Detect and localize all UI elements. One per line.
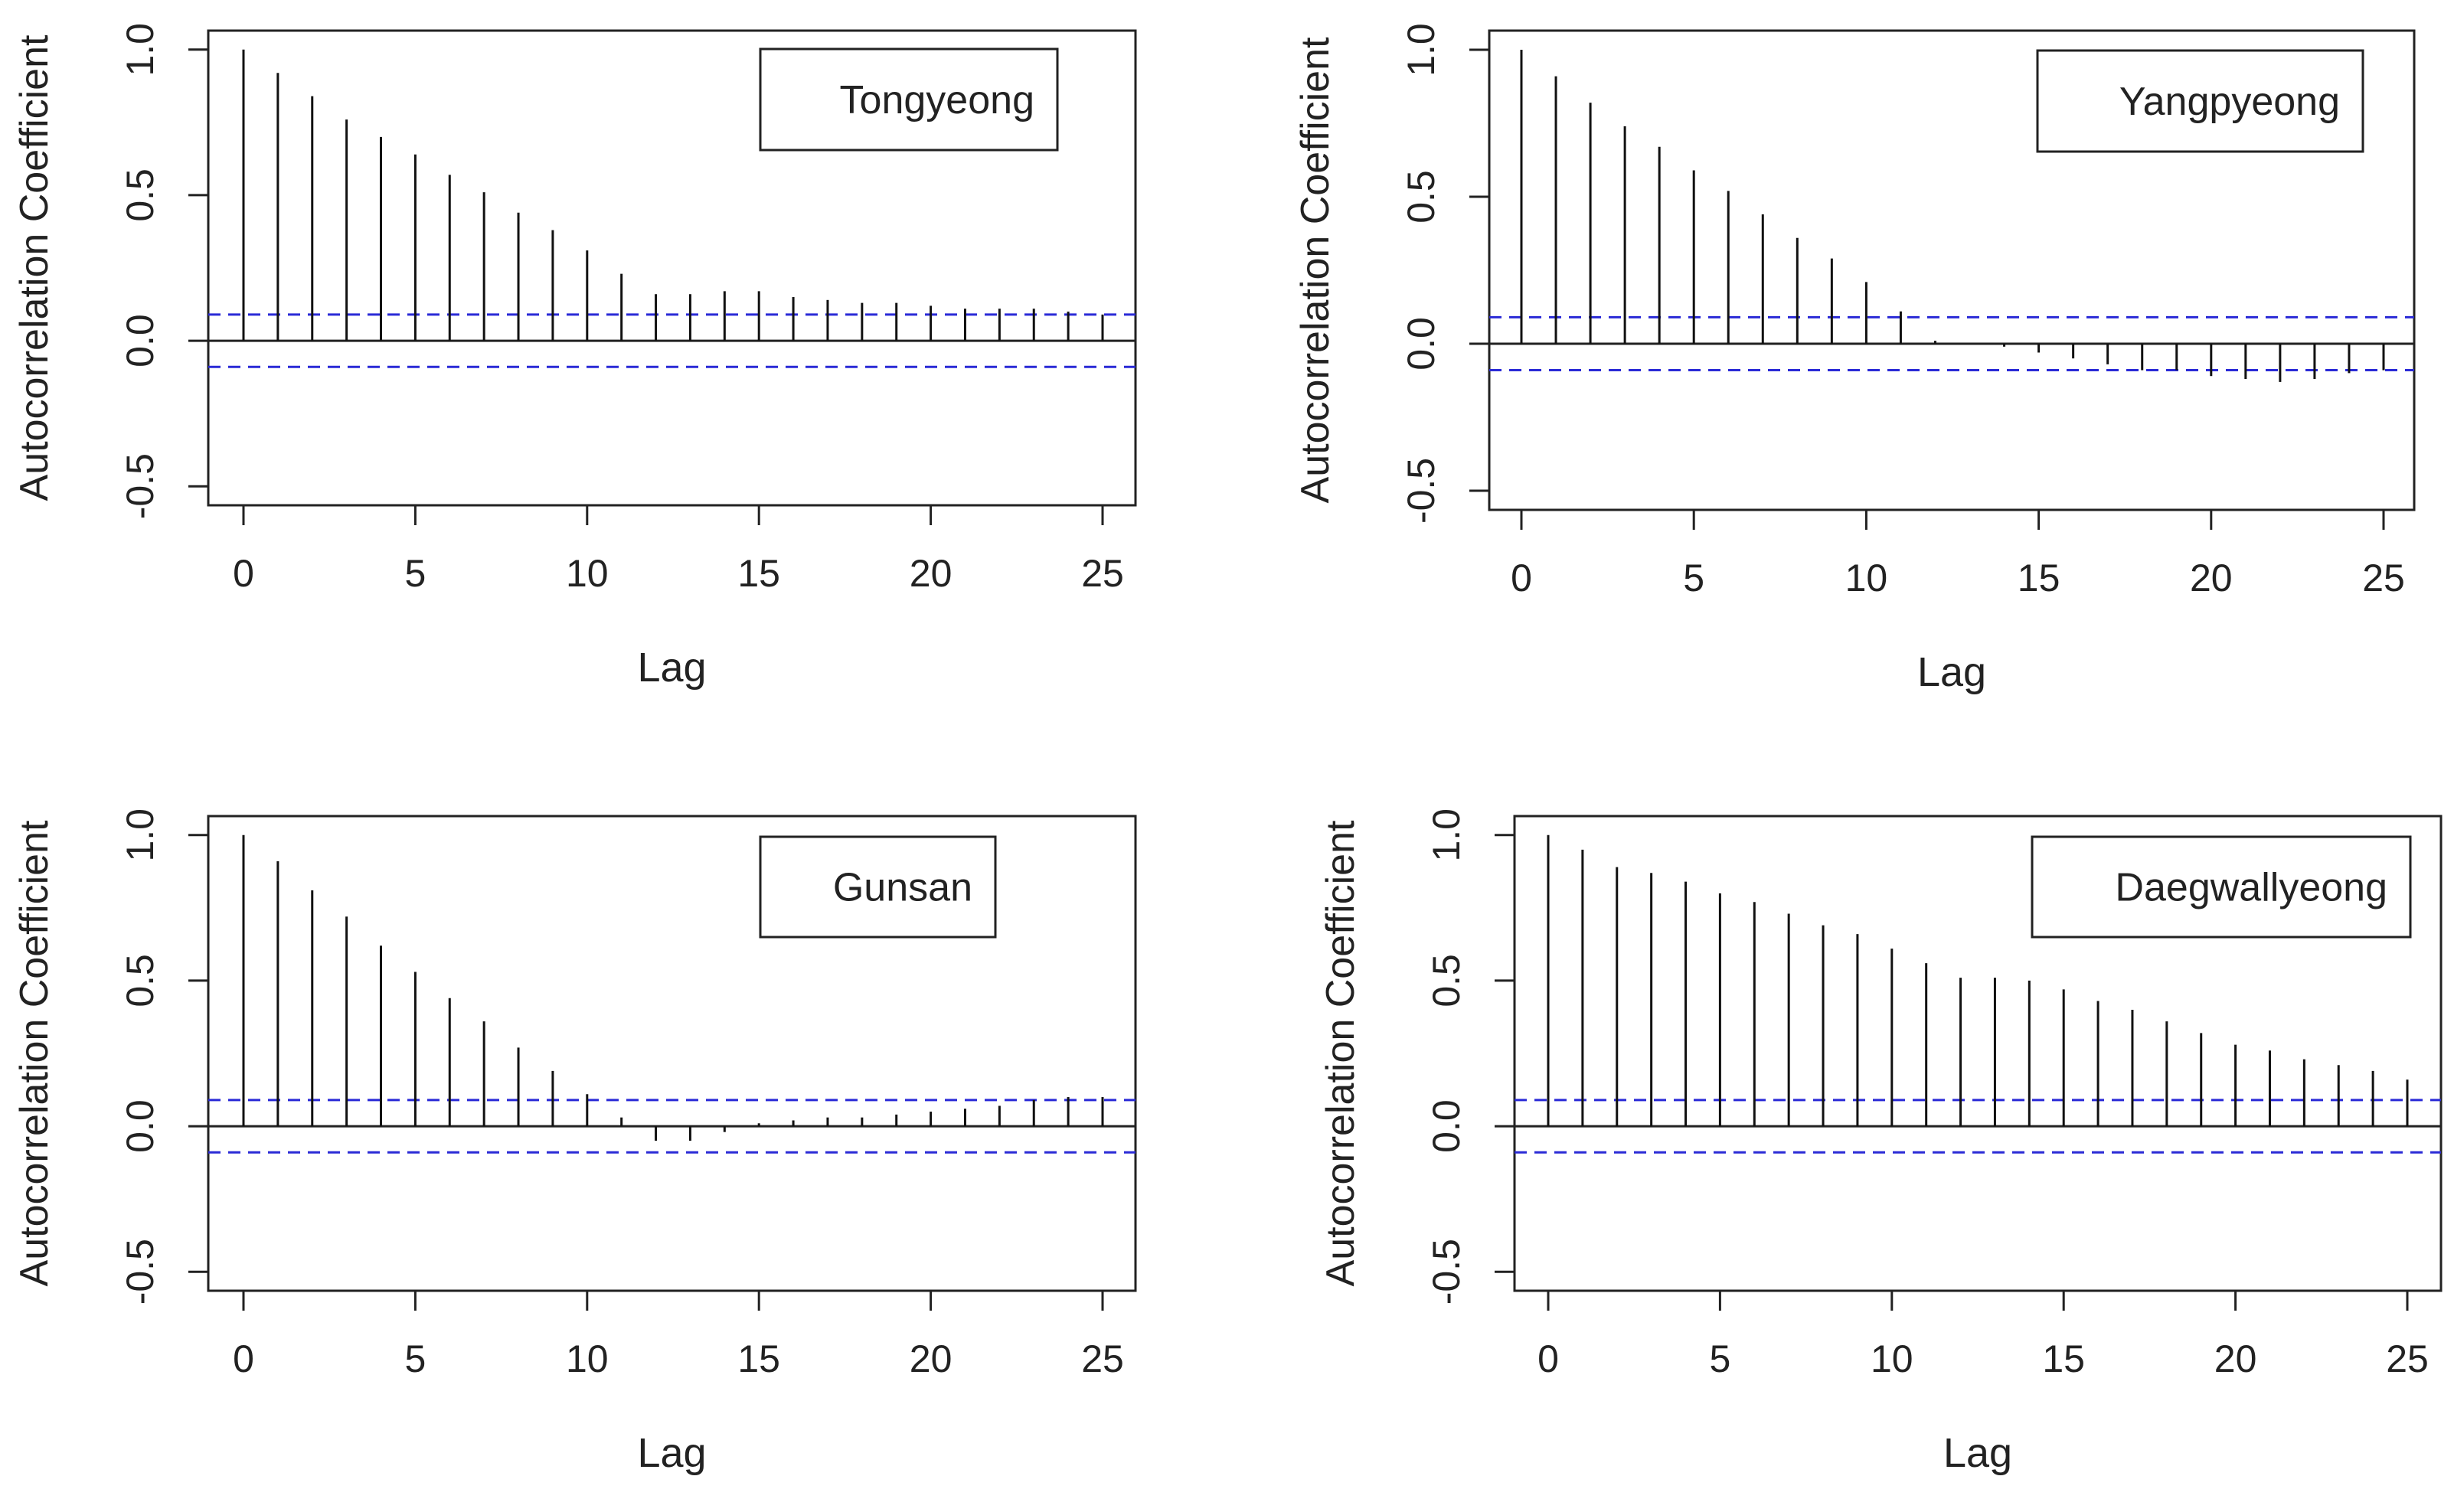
x-tick-label: 0 [233, 1337, 254, 1380]
y-tick-label: 0.5 [1400, 170, 1443, 224]
x-tick-label: 5 [404, 1337, 426, 1380]
plot-frame [1488, 29, 2416, 511]
x-axis-title: Lag [637, 645, 706, 691]
y-tick-label: 0.5 [119, 954, 162, 1007]
x-tick-label: 20 [2214, 1337, 2257, 1380]
x-tick-label: 20 [2190, 557, 2233, 599]
legend-box [2031, 835, 2412, 939]
x-tick-label: 5 [1709, 1337, 1730, 1380]
y-tick-label: -0.5 [119, 453, 162, 519]
x-tick-label: 15 [737, 1337, 780, 1380]
x-tick-label: 25 [1081, 1337, 1124, 1380]
y-tick-label: -0.5 [1400, 458, 1443, 524]
legend-label: Daegwallyeong [2115, 866, 2387, 910]
x-tick-label: 25 [1081, 552, 1124, 595]
x-tick-label: 5 [1683, 557, 1704, 599]
y-tick-label: 0.5 [119, 168, 162, 222]
x-tick-label: 15 [2018, 557, 2060, 599]
y-tick-label: 0.0 [1400, 317, 1443, 371]
plot-frame [207, 815, 1137, 1292]
x-axis-title: Lag [637, 1430, 706, 1476]
x-tick-label: 15 [2042, 1337, 2085, 1380]
legend-label: Yangpyeong [2119, 80, 2340, 124]
y-tick-label: 1.0 [119, 808, 162, 862]
y-axis-title: Autocorrelation Coefficient [1318, 820, 1363, 1286]
y-axis-title: Autocorrelation Coefficient [12, 34, 57, 501]
x-tick-label: 15 [737, 552, 780, 595]
x-tick-label: 10 [566, 552, 609, 595]
x-tick-label: 10 [1871, 1337, 1913, 1380]
y-tick-label: 1.0 [119, 23, 162, 77]
legend-box [759, 835, 997, 939]
x-tick-label: 5 [404, 552, 426, 595]
y-axis-title: Autocorrelation Coefficient [12, 820, 57, 1286]
x-tick-label: 20 [910, 1337, 953, 1380]
legend-label: Tongyeong [840, 78, 1034, 122]
acf-panel: 0 5 10 15 20 25 -0.5 0.0 0.5 1.0 Lag Autocorrelatio… [1318, 808, 2443, 1476]
x-tick-label: 10 [566, 1337, 609, 1380]
x-tick-label: 10 [1845, 557, 1888, 599]
y-tick-label: -0.5 [1425, 1239, 1468, 1305]
y-tick-label: 1.0 [1425, 808, 1468, 862]
y-tick-label: 0.5 [1425, 954, 1468, 1007]
plot-frame [1513, 815, 2443, 1292]
legend-box [2036, 49, 2364, 153]
legend-label: Gunsan [833, 866, 972, 910]
acf-panel: 0 5 10 15 20 25 -0.5 0.0 0.5 1.0 Lag Autocorrelatio… [1293, 23, 2416, 695]
x-tick-label: 0 [233, 552, 254, 595]
x-tick-label: 0 [1511, 557, 1532, 599]
y-tick-label: 0.0 [119, 314, 162, 367]
acf-panel: 0 5 10 15 20 25 -0.5 0.0 0.5 1.0 Lag Autocorrelatio… [12, 23, 1137, 691]
x-tick-label: 25 [2362, 557, 2405, 599]
y-tick-label: -0.5 [119, 1239, 162, 1305]
legend-box [759, 47, 1059, 152]
x-axis-title: Lag [1943, 1430, 2012, 1476]
y-axis-title: Autocorrelation Coefficient [1293, 37, 1338, 503]
y-tick-label: 1.0 [1400, 23, 1443, 77]
plot-frame [207, 29, 1137, 507]
x-tick-label: 20 [910, 552, 953, 595]
x-axis-title: Lag [1917, 649, 1986, 695]
y-tick-label: 0.0 [119, 1099, 162, 1153]
x-tick-label: 0 [1537, 1337, 1559, 1380]
acf-panel: 0 5 10 15 20 25 -0.5 0.0 0.5 1.0 Lag Autocorrelatio… [12, 808, 1137, 1476]
y-tick-label: 0.0 [1425, 1099, 1468, 1153]
x-tick-label: 25 [2386, 1337, 2429, 1380]
